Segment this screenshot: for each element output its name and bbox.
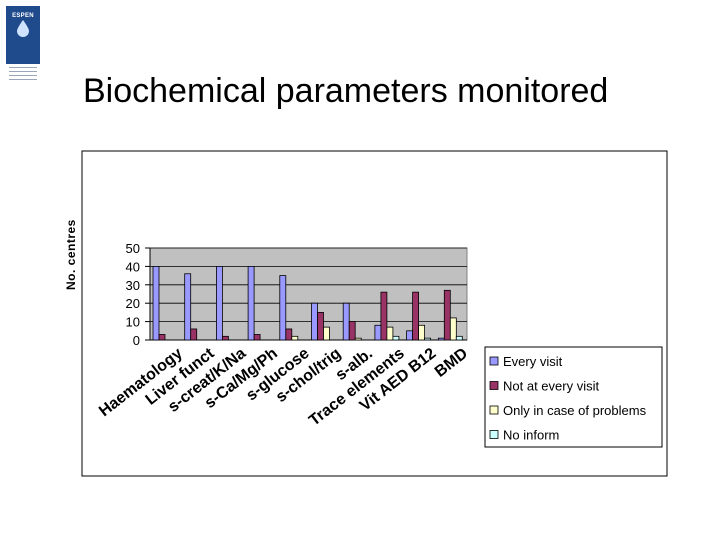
y-tick-label: 0 xyxy=(133,333,140,348)
logo-wordmark: ESPEN xyxy=(12,13,34,19)
bar xyxy=(190,328,198,341)
bar xyxy=(437,337,445,341)
bar xyxy=(386,326,394,341)
bar xyxy=(392,335,400,341)
logo-caption-lines xyxy=(6,67,40,80)
legend-label: Every visit xyxy=(503,354,563,369)
bar xyxy=(412,291,420,341)
bar xyxy=(406,330,414,341)
bar xyxy=(184,273,192,341)
legend-box xyxy=(484,346,663,448)
bar xyxy=(247,265,255,341)
espen-logo: ESPEN xyxy=(6,6,40,92)
bar xyxy=(342,302,350,341)
y-tick-label: 20 xyxy=(126,296,140,311)
bar xyxy=(443,289,451,341)
bar xyxy=(158,334,166,341)
bar xyxy=(317,311,324,341)
y-tick-label: 10 xyxy=(126,315,140,330)
bar xyxy=(418,324,426,341)
bar xyxy=(291,335,299,341)
bar xyxy=(455,335,463,341)
legend-swatch xyxy=(489,405,499,415)
legend-label: No inform xyxy=(503,428,559,443)
bar xyxy=(279,275,287,341)
bar xyxy=(380,291,388,341)
bar xyxy=(348,321,356,341)
bar xyxy=(424,337,432,341)
legend-swatch xyxy=(489,430,499,439)
bar xyxy=(374,324,382,341)
y-tick-label: 30 xyxy=(126,278,140,293)
bar xyxy=(311,302,318,341)
bar xyxy=(285,328,293,341)
legend-label: Not at every visit xyxy=(503,379,599,394)
bar xyxy=(354,337,362,341)
bar xyxy=(152,265,160,341)
legend-swatch xyxy=(489,381,499,390)
bar xyxy=(323,326,330,341)
y-tick-label: 40 xyxy=(126,259,140,274)
bar xyxy=(449,317,457,341)
legend-label: Only in case of problems xyxy=(503,403,647,418)
bar xyxy=(221,335,229,341)
bar xyxy=(215,265,223,341)
logo-badge: ESPEN xyxy=(6,6,40,64)
legend-swatch xyxy=(489,356,499,366)
bar xyxy=(253,334,261,341)
page-title: Biochemical parameters monitored xyxy=(83,72,609,110)
legend: Every visit Not at every visit Only in cas… xyxy=(484,346,663,448)
drop-icon xyxy=(16,19,30,42)
y-tick-label: 50 xyxy=(126,241,140,256)
